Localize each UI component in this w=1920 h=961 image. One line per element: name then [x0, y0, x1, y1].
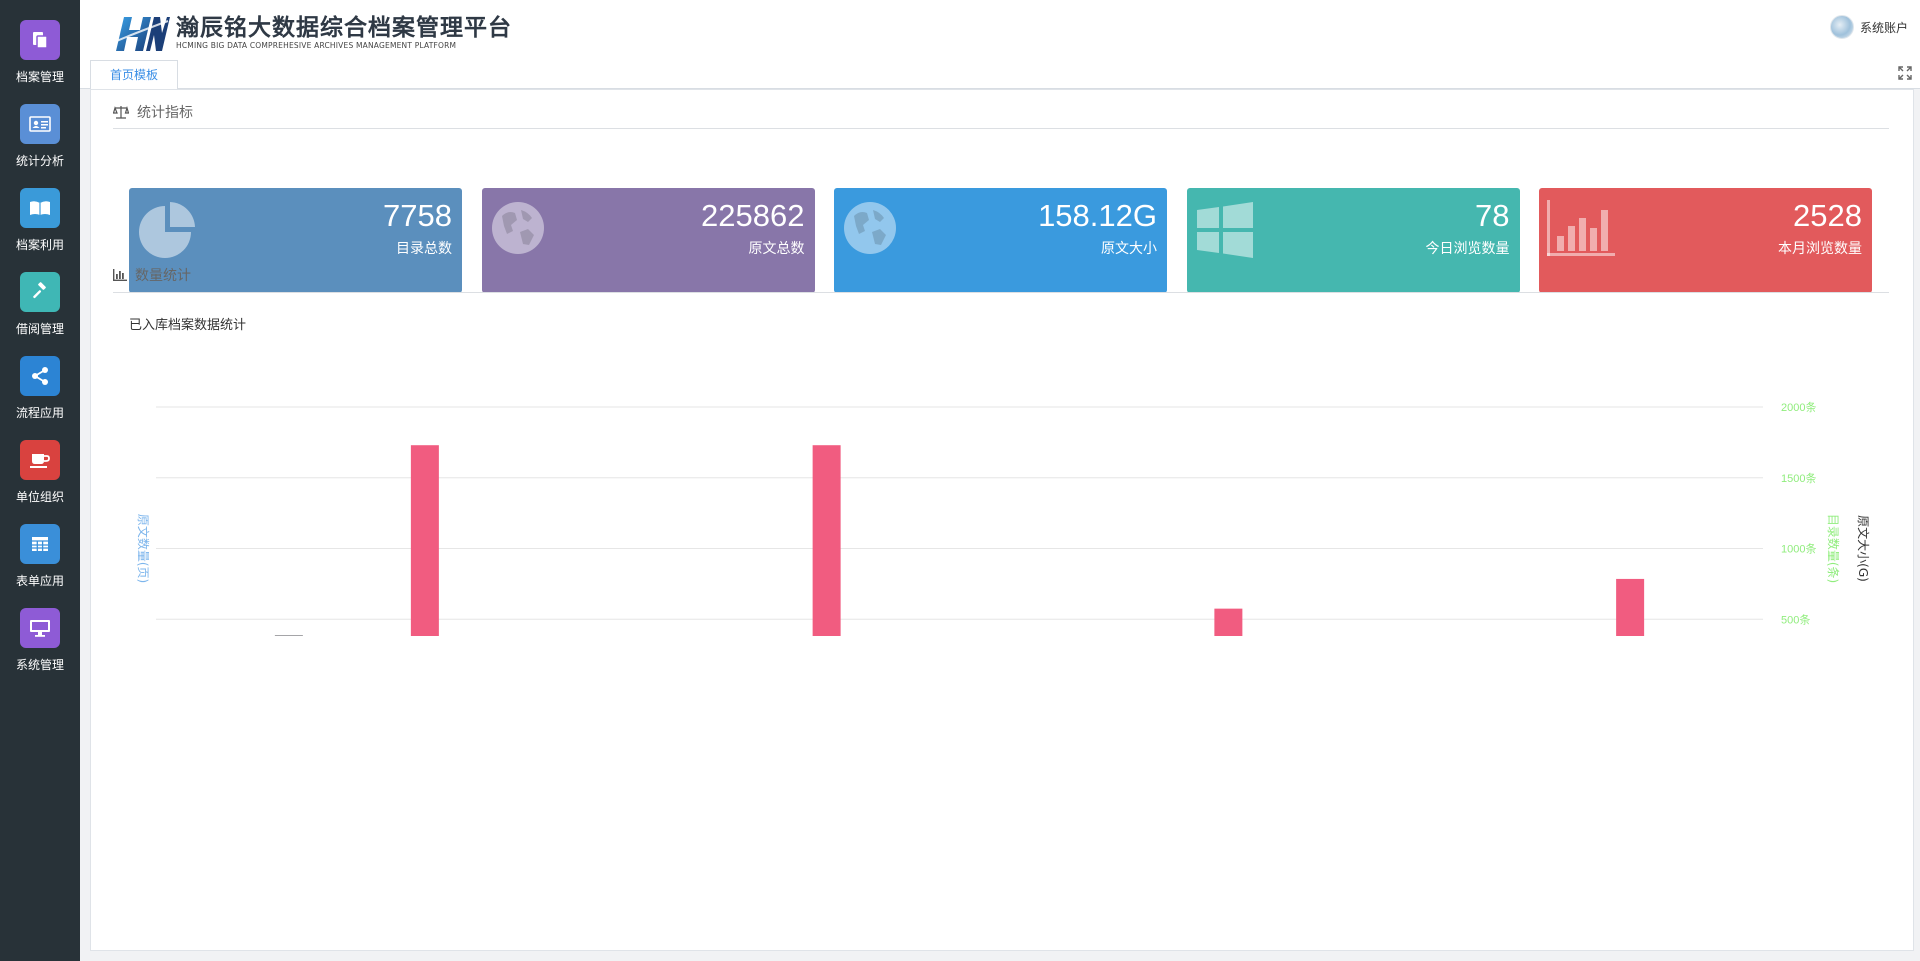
- left-axis-title: 原文数量(页): [136, 514, 151, 583]
- bar: [410, 445, 439, 636]
- sidebar-item-7[interactable]: 表单应用: [0, 524, 80, 608]
- stat-label: 本月浏览数量: [1778, 241, 1862, 257]
- sidebar-item-3[interactable]: 档案利用: [0, 188, 80, 272]
- right-tick-label: 1000条: [1781, 542, 1816, 556]
- stats-section-header: 统计指标: [113, 102, 193, 122]
- stat-label: 今日浏览数量: [1425, 241, 1510, 257]
- sidebar: 档案管理统计分析档案利用借阅管理流程应用单位组织表单应用系统管理: [0, 0, 80, 961]
- sidebar-item-1[interactable]: 档案管理: [0, 20, 80, 104]
- balance-scale-icon: [113, 105, 129, 119]
- quantity-section-header: 数量统计: [113, 265, 191, 285]
- table-grid-icon: [20, 524, 60, 564]
- divider: [113, 128, 1889, 129]
- quantity-section-title: 数量统计: [135, 268, 191, 284]
- sidebar-item-label: 档案利用: [15, 238, 64, 252]
- monitor-icon: [20, 608, 60, 648]
- stat-label: 目录总数: [396, 241, 452, 257]
- globe-icon: [840, 198, 900, 262]
- stat-value: 225862: [701, 198, 805, 233]
- right-tick-label: 500条: [1781, 612, 1810, 626]
- coffee-cup-icon: [20, 440, 60, 480]
- stat-card[interactable]: 7758 目录总数: [129, 188, 462, 293]
- bar-chart-icon: [1545, 198, 1617, 262]
- fullscreen-icon[interactable]: [1898, 66, 1912, 80]
- chart-title: 已入库档案数据统计: [129, 318, 247, 333]
- account-name: 系统账户: [1859, 20, 1908, 35]
- right-tick-label: 1500条: [1781, 471, 1816, 485]
- open-book-icon: [20, 188, 60, 228]
- divider: [113, 292, 1889, 293]
- sidebar-item-label: 档案管理: [15, 70, 64, 84]
- sidebar-item-5[interactable]: 流程应用: [0, 356, 80, 440]
- gavel-icon: [20, 272, 60, 312]
- id-card-icon: [20, 104, 60, 144]
- stat-value: 78: [1475, 198, 1510, 233]
- sidebar-item-label: 借阅管理: [15, 322, 64, 336]
- bar-chart-icon: [113, 269, 127, 281]
- stat-card[interactable]: 158.12G 原文大小: [834, 188, 1167, 293]
- stat-label: 原文总数: [748, 241, 805, 257]
- stat-card[interactable]: 2528 本月浏览数量: [1539, 188, 1872, 293]
- bar: [1616, 578, 1645, 636]
- avatar: [1829, 15, 1854, 39]
- stat-card[interactable]: 225862 原文总数: [481, 188, 815, 293]
- stat-label: 原文大小: [1101, 241, 1157, 257]
- pie-chart-icon: [135, 198, 199, 266]
- right-axis-title: 目录数量(条): [1826, 514, 1841, 583]
- app-subtitle: HCMING BIG DATA COMPREHESIVE ARCHIVES MA…: [176, 41, 457, 50]
- sidebar-item-label: 系统管理: [15, 658, 64, 672]
- header: 瀚辰铭大数据综合档案管理平台 HCMING BIG DATA COMPREHES…: [80, 0, 1920, 58]
- sidebar-item-label: 统计分析: [15, 154, 64, 168]
- sidebar-item-label: 流程应用: [15, 406, 64, 420]
- stat-value: 158.12G: [1038, 198, 1157, 233]
- stats-section-title: 统计指标: [137, 105, 193, 121]
- right-tick-label: 2000条: [1781, 400, 1816, 414]
- sidebar-item-2[interactable]: 统计分析: [0, 104, 80, 188]
- sidebar-item-6[interactable]: 单位组织: [0, 440, 80, 524]
- stat-card[interactable]: 78 今日浏览数量: [1186, 188, 1520, 293]
- account-menu[interactable]: 系统账户: [1829, 15, 1908, 39]
- stat-value: 7758: [383, 198, 452, 233]
- sidebar-item-8[interactable]: 系统管理: [0, 608, 80, 692]
- bar: [812, 445, 841, 636]
- globe-icon: [488, 198, 548, 262]
- tab-bar: 首页模板: [80, 58, 1920, 90]
- bar: [1214, 608, 1243, 636]
- logo[interactable]: 瀚辰铭大数据综合档案管理平台 HCMING BIG DATA COMPREHES…: [110, 12, 512, 54]
- tab-home-template[interactable]: 首页模板: [90, 60, 178, 90]
- bar-chart: 0条500条1000条1500条2000条科技档案(案卷)项目档案(项目)照片档…: [136, 400, 1871, 636]
- windows-icon: [1193, 198, 1257, 266]
- share-icon: [20, 356, 60, 396]
- right-axis-title: 原文大小(G): [1856, 515, 1871, 582]
- stat-value: 2528: [1793, 198, 1862, 233]
- dashboard-panel: 统计指标 7758 目录总数 225862 原文总数 158.12G 原文大小 78 今日浏览…: [90, 89, 1914, 951]
- sidebar-item-label: 单位组织: [15, 490, 64, 504]
- sidebar-item-label: 表单应用: [15, 574, 64, 588]
- document-copy-icon: [20, 20, 60, 60]
- logo-mark-icon: [111, 17, 170, 51]
- app-title: 瀚辰铭大数据综合档案管理平台: [176, 15, 512, 41]
- sidebar-item-4[interactable]: 借阅管理: [0, 272, 80, 356]
